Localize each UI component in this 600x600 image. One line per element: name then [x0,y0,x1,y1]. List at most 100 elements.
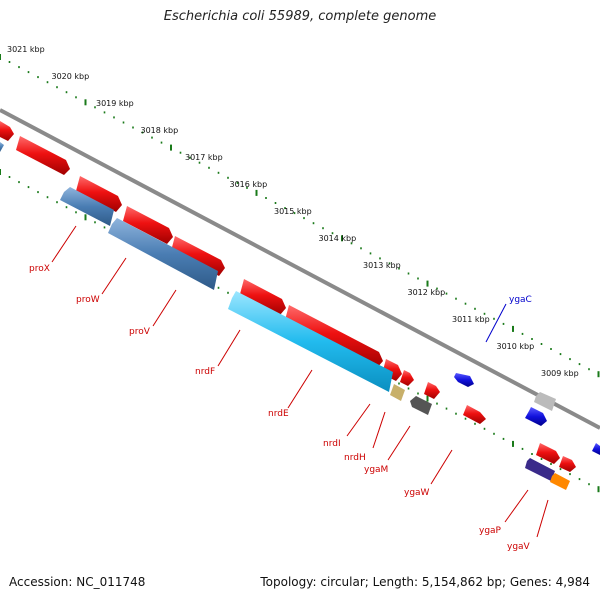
ruler-minor-tick [65,206,68,209]
ruler-label: 3012 kbp [408,288,446,297]
ruler-labels: 3021 kbp 3020 kbp 3019 kbp 3018 kbp 3017 kbp… [7,45,579,378]
ruler-minor-tick [531,338,533,340]
ruler-minor-tick [236,181,239,184]
ruler-minor-tick [474,307,476,310]
ruler-minor-tick [94,106,96,109]
ruler-minor-tick [8,61,11,63]
ruler-label: 3017 kbp [185,153,223,162]
ruler-minor-tick [502,437,505,440]
gene-leaders [51,225,549,538]
ruler-minor-tick [493,432,495,435]
ruler-minor-tick [284,207,286,210]
ruler-minor-tick [550,463,552,465]
ruler-minor-tick [445,407,448,410]
ruler-minor-tick [398,382,400,385]
ruler-minor-tick [18,66,20,69]
ruler-minor-tick [559,353,562,356]
ruler-minor-tick [388,262,391,265]
ruler-major-tick [341,235,343,242]
gene-label: ygaM [364,465,388,475]
ruler-minor-tick [436,402,438,405]
ruler-major-tick [426,395,429,402]
feature-arrow [536,443,560,464]
ruler-label: 3016 kbp [230,180,268,189]
ruler-minor-tick [436,287,438,290]
gene-label: ygaC [509,295,532,305]
feature-arrow [240,279,286,315]
ruler-minor-tick [569,358,571,361]
ruler-minor-tick [483,427,486,430]
gene-label: nrdI [323,439,341,449]
ruler-major-tick [0,54,1,60]
ruler-minor-tick [265,197,267,199]
ruler-minor-tick [246,186,248,189]
feature-arrow [424,382,440,399]
ruler-label: 3019 kbp [96,99,134,108]
feature-arrow [525,407,547,426]
feature-arrow [559,456,576,472]
ruler-label: 3018 kbp [141,126,179,135]
ruler-minor-tick [483,312,486,315]
ruler-minor-tick [559,468,562,471]
ruler-minor-tick [379,257,381,260]
gene-label: proV [129,327,151,337]
accession-text: Accession: NC_011748 [9,575,146,589]
ruler-minor-tick [540,458,543,460]
ruler-minor-tick [445,292,448,295]
ruler-label: 3011 kbp [452,315,490,324]
ruler-label: 3013 kbp [363,261,401,270]
ruler-label: 3020 kbp [52,72,90,81]
ruler-minor-tick [417,277,419,280]
ruler-minor-tick [179,151,182,154]
ruler-minor-tick [56,86,58,89]
ruler-minor-tick [37,191,39,194]
gene-label: nrdH [344,453,366,463]
ruler-minor-tick [27,71,30,74]
ruler-minor-tick [122,121,125,124]
ruler-minor-tick [198,161,201,164]
ruler-minor-tick [303,217,305,220]
ruler-minor-tick [8,176,11,178]
ruler-minor-tick [322,227,324,230]
ruler-minor-tick [37,76,39,79]
feature-arrow [592,443,600,455]
feature-arrow [454,373,474,387]
feature-arrow [550,473,570,490]
feature-arrows [0,121,600,490]
feature-arrow [228,291,393,392]
ruler-minor-tick [550,348,552,350]
feature-arrow [463,405,486,424]
ruler-minor-tick [398,267,400,270]
ruler-minor-tick [27,186,30,189]
ruler-label: 3021 kbp [7,45,45,54]
ruler-minor-tick [46,81,49,84]
ruler-major-tick [597,486,600,493]
gene-label: nrdF [195,367,215,377]
gene-label: proW [76,295,100,305]
ruler-dotted-track [0,54,600,378]
ruler-minor-tick [407,272,410,275]
ruler-minor-tick [208,166,210,169]
ruler-label: 3015 kbp [274,207,312,216]
ruler-minor-tick [588,483,590,486]
ruler-minor-tick [474,422,476,425]
ruler-major-tick [512,440,514,447]
ruler-minor-tick [274,202,277,204]
feature-arrow [390,384,405,401]
ruler-minor-tick [227,176,229,179]
ruler-label: 3014 kbp [319,234,357,243]
feature-arrow [0,121,14,141]
ruler-minor-tick [56,201,58,204]
feature-arrow [16,136,70,175]
ruler-minor-tick [521,332,524,335]
ruler-major-tick [597,371,600,378]
ruler-major-tick [255,189,258,196]
ruler-major-tick [0,169,1,175]
ruler-minor-tick [417,392,419,395]
ruler-minor-tick [455,297,457,300]
ruler-minor-tick [141,131,144,134]
ruler-minor-tick [578,478,581,481]
ruler-minor-tick [65,91,68,94]
gene-label: ygaV [507,542,531,552]
